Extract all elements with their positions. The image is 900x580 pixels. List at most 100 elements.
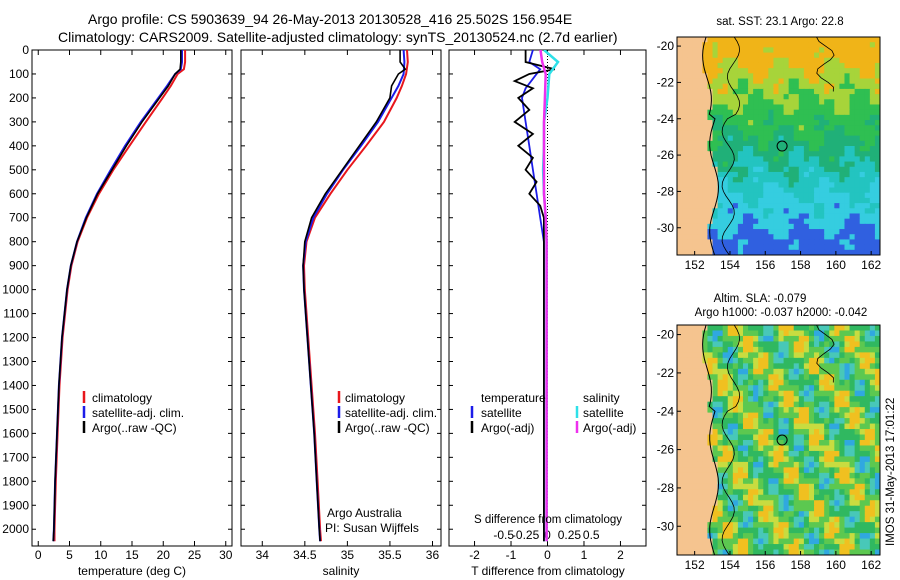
map-cell bbox=[722, 533, 729, 540]
map-cell bbox=[808, 73, 815, 80]
map-cell bbox=[697, 171, 703, 178]
map-cell bbox=[712, 494, 719, 501]
map-cell bbox=[702, 418, 709, 425]
map-cell bbox=[763, 412, 769, 419]
map-cell bbox=[712, 516, 719, 523]
map-cell bbox=[788, 229, 795, 235]
map-cell bbox=[717, 88, 724, 95]
map-cell bbox=[829, 197, 835, 204]
map-cell bbox=[697, 467, 703, 474]
map-cell bbox=[687, 151, 693, 157]
map-cell bbox=[727, 390, 734, 397]
map-cell bbox=[742, 130, 749, 137]
map-cell bbox=[742, 104, 749, 111]
map-cell bbox=[844, 94, 851, 100]
map-cell bbox=[737, 104, 744, 111]
map-cell bbox=[829, 88, 835, 95]
map-cell bbox=[819, 456, 825, 463]
map-cell bbox=[819, 374, 825, 381]
map-cell bbox=[793, 346, 800, 353]
map-cell bbox=[829, 412, 835, 419]
map-cell bbox=[697, 130, 703, 137]
map-cell bbox=[859, 161, 866, 168]
map-cell bbox=[763, 218, 769, 225]
map-cell bbox=[727, 385, 734, 392]
map-cell bbox=[697, 478, 703, 485]
map-cell bbox=[742, 352, 749, 359]
map-cell bbox=[854, 544, 861, 551]
map-cell bbox=[742, 478, 749, 485]
map-cell bbox=[864, 249, 871, 255]
map-cell bbox=[808, 223, 815, 230]
map-cell bbox=[773, 335, 780, 343]
map-cell bbox=[869, 390, 876, 397]
map-cell bbox=[732, 516, 739, 523]
map-cell bbox=[874, 140, 880, 147]
map-cell bbox=[864, 500, 871, 507]
map-cell bbox=[854, 390, 861, 397]
map-cell bbox=[793, 94, 800, 100]
map-cell bbox=[803, 47, 810, 54]
map-cell bbox=[859, 549, 866, 555]
map-cell bbox=[849, 234, 856, 241]
map-cell bbox=[819, 401, 825, 408]
map-cell bbox=[778, 42, 785, 48]
map-cell bbox=[808, 99, 815, 106]
map-cell bbox=[849, 104, 856, 111]
map-cell bbox=[737, 177, 744, 183]
map-cell bbox=[748, 156, 754, 163]
map-cell bbox=[702, 83, 709, 90]
lon-tick-label: 152 bbox=[685, 558, 705, 572]
map-cell bbox=[753, 192, 759, 199]
map-cell bbox=[717, 166, 724, 173]
map-cell bbox=[783, 83, 790, 90]
map-cell bbox=[732, 120, 739, 126]
map-cell bbox=[839, 99, 846, 106]
map-cell bbox=[819, 161, 825, 168]
map-cell bbox=[864, 88, 871, 95]
map-cell bbox=[874, 549, 880, 555]
map-cell bbox=[702, 218, 709, 225]
map-cell bbox=[742, 208, 749, 215]
map-cell bbox=[707, 47, 714, 54]
map-cell bbox=[687, 544, 693, 551]
map-cell bbox=[859, 88, 866, 95]
map-cell bbox=[768, 192, 775, 199]
map-cell bbox=[722, 83, 729, 90]
map-cell bbox=[712, 114, 719, 121]
map-cell bbox=[803, 412, 810, 419]
map-cell bbox=[753, 544, 759, 551]
map-cell bbox=[722, 335, 729, 343]
map-cell bbox=[834, 500, 840, 507]
map-cell bbox=[753, 335, 759, 343]
map-cell bbox=[677, 511, 683, 518]
map-cell bbox=[788, 549, 795, 555]
map-cell bbox=[697, 218, 703, 225]
map-cell bbox=[814, 197, 820, 204]
map-cell bbox=[707, 374, 714, 381]
map-cell bbox=[788, 544, 795, 551]
map-cell bbox=[859, 125, 866, 132]
map-cell bbox=[677, 396, 683, 403]
map-cell bbox=[722, 203, 729, 209]
map-cell bbox=[763, 346, 769, 353]
map-cell bbox=[798, 208, 805, 215]
map-cell bbox=[844, 218, 851, 225]
map-cell bbox=[758, 68, 764, 74]
map-cell bbox=[808, 429, 815, 436]
map-cell bbox=[824, 37, 830, 43]
map-cell bbox=[722, 357, 729, 364]
map-cell bbox=[748, 130, 754, 137]
map-cell bbox=[834, 78, 840, 85]
map-cell bbox=[758, 434, 764, 441]
map-cell bbox=[803, 533, 810, 540]
map-cell bbox=[854, 505, 861, 512]
map-cell bbox=[798, 62, 805, 69]
map-cell bbox=[758, 478, 764, 485]
map-cell bbox=[697, 429, 703, 436]
map-cell bbox=[793, 156, 800, 163]
map-cell bbox=[844, 429, 851, 436]
map-cell bbox=[727, 42, 734, 48]
map-cell bbox=[854, 249, 861, 255]
map-cell bbox=[712, 538, 719, 545]
